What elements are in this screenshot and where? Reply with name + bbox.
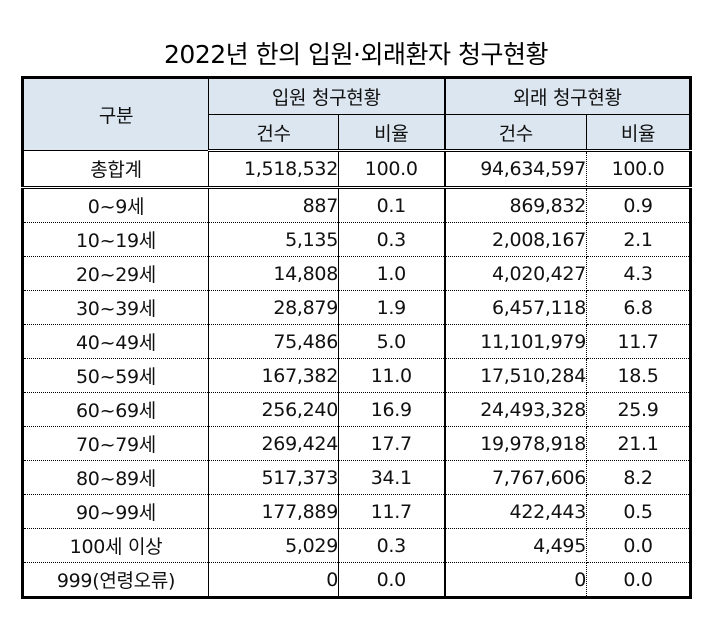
outpatient-count: 11,101,979 <box>443 324 588 359</box>
header-outpatient-count: 건수 <box>443 114 588 152</box>
inpatient-count: 517,373 <box>208 460 339 495</box>
outpatient-ratio: 4.3 <box>586 256 692 291</box>
header-category: 구분 <box>22 77 209 151</box>
header-inpatient-count: 건수 <box>208 114 339 152</box>
header-inpatient-ratio: 비율 <box>337 114 446 152</box>
inpatient-count: 256,240 <box>208 392 339 427</box>
inpatient-ratio: 1.9 <box>337 290 446 325</box>
inpatient-ratio: 0.1 <box>337 187 446 223</box>
row-label: 10~19세 <box>22 222 209 257</box>
inpatient-count: 14,808 <box>208 256 339 291</box>
outpatient-ratio: 25.9 <box>586 392 692 427</box>
outpatient-count: 24,493,328 <box>443 392 588 427</box>
inpatient-ratio: 0.3 <box>337 528 446 563</box>
inpatient-count: 5,135 <box>208 222 339 257</box>
inpatient-ratio: 11.7 <box>337 494 446 529</box>
row-label: 0~9세 <box>22 187 209 223</box>
header-outpatient-group: 외래 청구현황 <box>443 77 692 115</box>
outpatient-ratio: 8.2 <box>586 460 692 495</box>
header-inpatient-group: 입원 청구현황 <box>207 77 446 115</box>
inpatient-count: 887 <box>208 187 339 223</box>
outpatient-count: 6,457,118 <box>443 290 588 325</box>
outpatient-count: 7,767,606 <box>443 460 588 495</box>
outpatient-count: 422,443 <box>443 494 588 529</box>
outpatient-ratio: 2.1 <box>586 222 692 257</box>
row-label: 80~89세 <box>22 460 209 495</box>
outpatient-count: 2,008,167 <box>443 222 588 257</box>
header-row-columns: 건수 비율 건수 비율 <box>23 114 692 152</box>
inpatient-count: 269,424 <box>208 426 339 461</box>
outpatient-ratio: 0.0 <box>586 562 692 598</box>
inpatient-ratio: 100.0 <box>337 150 446 189</box>
outpatient-count: 17,510,284 <box>443 358 588 393</box>
outpatient-ratio: 18.5 <box>586 358 692 393</box>
inpatient-ratio: 0.3 <box>337 222 446 257</box>
row-label: 30~39세 <box>22 290 209 325</box>
inpatient-ratio: 1.0 <box>337 256 446 291</box>
row-label: 50~59세 <box>22 358 209 393</box>
inpatient-count: 5,029 <box>208 528 339 563</box>
outpatient-ratio: 11.7 <box>586 324 692 359</box>
table-row: 0~9세 887 0.1 869,832 0.9 <box>22 187 692 223</box>
inpatient-ratio: 34.1 <box>337 460 446 495</box>
inpatient-ratio: 16.9 <box>337 392 446 427</box>
inpatient-count: 177,889 <box>208 494 339 529</box>
table-row: 50~59세 167,382 11.0 17,510,284 18.5 <box>22 358 692 393</box>
table-row: 90~99세 177,889 11.7 422,443 0.5 <box>22 494 692 529</box>
table-row: 70~79세 269,424 17.7 19,978,918 21.1 <box>22 426 692 461</box>
row-label: 999(연령오류) <box>22 562 209 598</box>
header-row-groups: 구분 입원 청구현황 외래 청구현황 <box>22 77 692 151</box>
outpatient-count: 4,495 <box>443 528 588 563</box>
outpatient-ratio: 0.5 <box>586 494 692 529</box>
table-row: 60~69세 256,240 16.9 24,493,328 25.9 <box>22 392 692 427</box>
row-label: 40~49세 <box>22 324 209 359</box>
claims-table: 구분 입원 청구현황 외래 청구현황 건수 비율 건수 비율 총합계 1,518… <box>21 76 693 599</box>
outpatient-ratio: 0.0 <box>586 528 692 563</box>
outpatient-count: 94,634,597 <box>443 150 588 189</box>
inpatient-ratio: 5.0 <box>337 324 446 359</box>
inpatient-count: 167,382 <box>208 358 339 393</box>
inpatient-count: 28,879 <box>208 290 339 325</box>
inpatient-count: 0 <box>208 562 339 598</box>
row-label: 60~69세 <box>22 392 209 427</box>
outpatient-ratio: 100.0 <box>586 150 692 189</box>
table-row: 20~29세 14,808 1.0 4,020,427 4.3 <box>22 256 692 291</box>
outpatient-count: 19,978,918 <box>443 426 588 461</box>
row-label: 총합계 <box>22 150 209 189</box>
total-row: 총합계 1,518,532 100.0 94,634,597 100.0 <box>22 150 692 189</box>
table-row: 100세 이상 5,029 0.3 4,495 0.0 <box>22 528 692 563</box>
table-row: 80~89세 517,373 34.1 7,767,606 8.2 <box>22 460 692 495</box>
page-title: 2022년 한의 입원·외래환자 청구현황 <box>164 40 548 69</box>
outpatient-ratio: 21.1 <box>586 426 692 461</box>
inpatient-ratio: 11.0 <box>337 358 446 393</box>
outpatient-count: 869,832 <box>443 187 588 223</box>
row-label: 100세 이상 <box>22 528 209 563</box>
inpatient-ratio: 0.0 <box>337 562 446 598</box>
table-row: 40~49세 75,486 5.0 11,101,979 11.7 <box>22 324 692 359</box>
row-label: 90~99세 <box>22 494 209 529</box>
table-row: 999(연령오류) 0 0.0 0 0.0 <box>22 562 692 598</box>
row-label: 70~79세 <box>22 426 209 461</box>
outpatient-ratio: 6.8 <box>586 290 692 325</box>
outpatient-count: 4,020,427 <box>443 256 588 291</box>
inpatient-count: 1,518,532 <box>208 150 339 189</box>
inpatient-ratio: 17.7 <box>337 426 446 461</box>
inpatient-count: 75,486 <box>208 324 339 359</box>
header-outpatient-ratio: 비율 <box>586 114 692 152</box>
outpatient-count: 0 <box>443 562 588 598</box>
outpatient-ratio: 0.9 <box>586 187 692 223</box>
row-label: 20~29세 <box>22 256 209 291</box>
table-row: 30~39세 28,879 1.9 6,457,118 6.8 <box>22 290 692 325</box>
table-row: 10~19세 5,135 0.3 2,008,167 2.1 <box>22 222 692 257</box>
